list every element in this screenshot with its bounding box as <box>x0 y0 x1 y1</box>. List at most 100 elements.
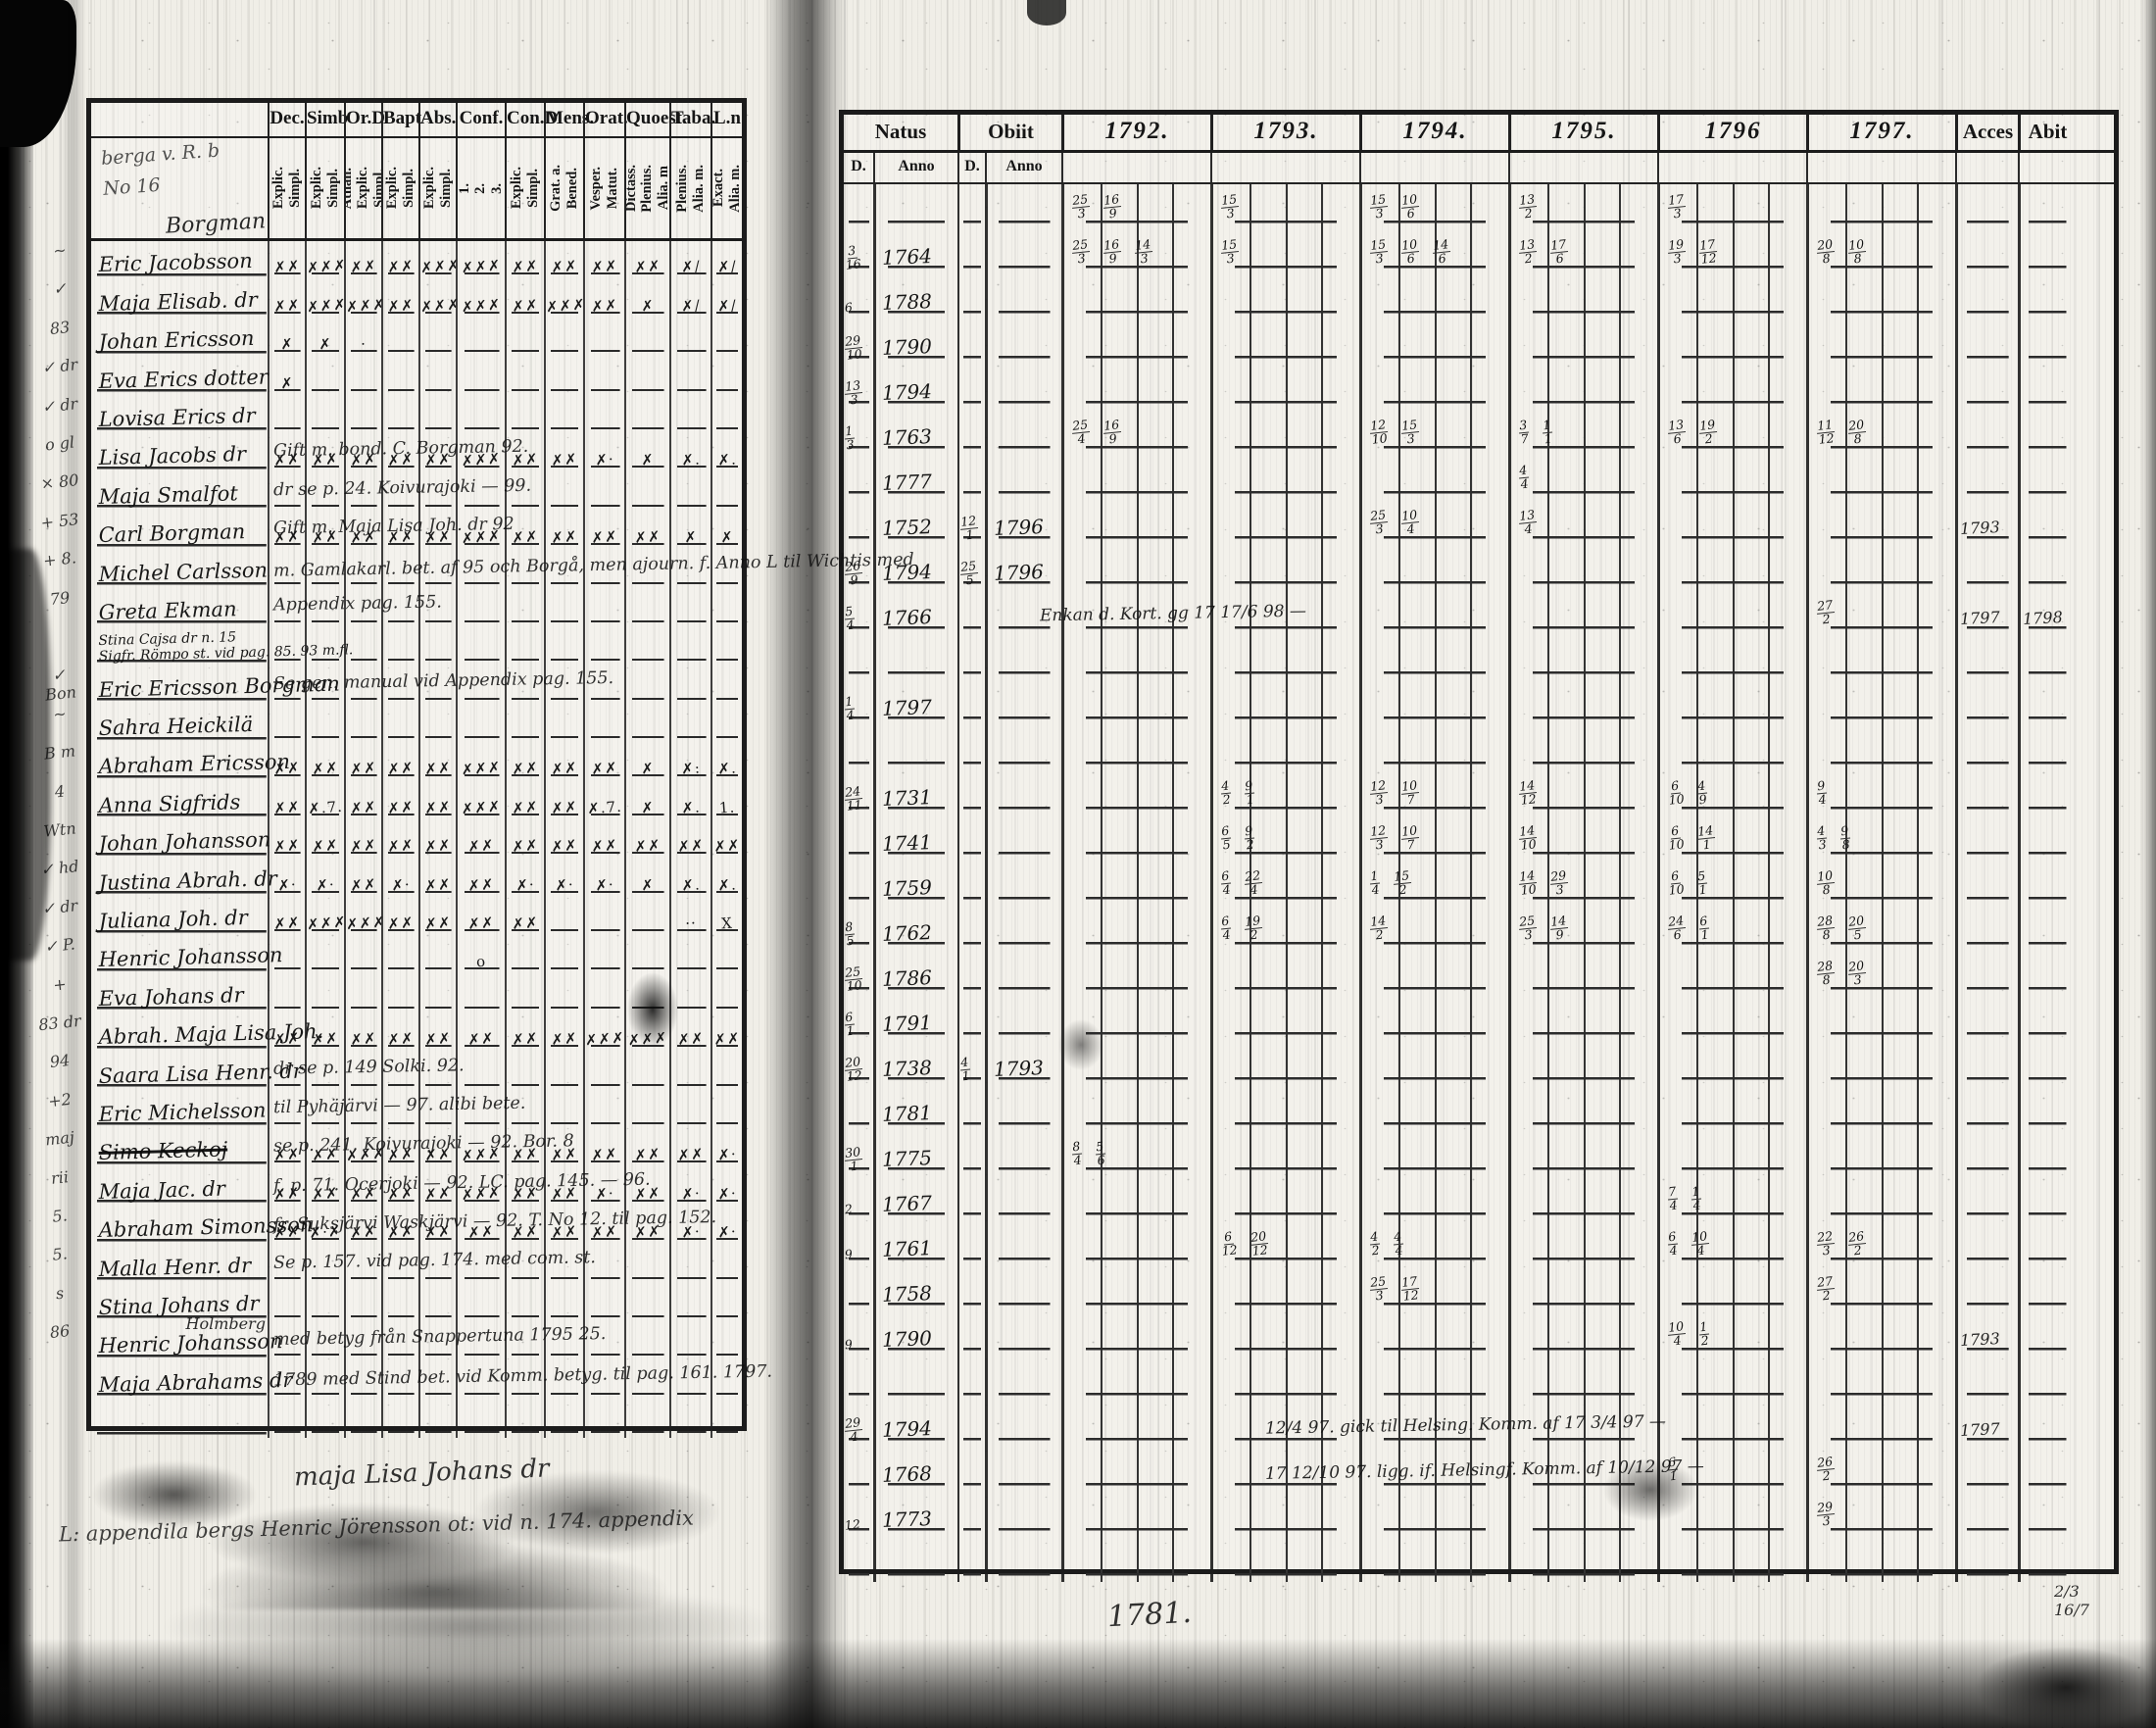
register-row: 25 10 1786 28 8 20 3 <box>843 951 2114 996</box>
attendance-marks: ✗✗ <box>550 836 579 857</box>
abit-cell <box>2018 996 2075 1041</box>
communion-dates <box>1660 1402 1806 1447</box>
attendance-cell <box>669 357 710 396</box>
obiit-day-fraction: 25 5 <box>958 558 980 587</box>
attendance-cell <box>544 626 583 667</box>
communion-year-cell <box>1359 1492 1508 1537</box>
attendance-cell: ✗✗ <box>505 279 544 319</box>
attendance-cell: ✗✗ <box>305 511 344 551</box>
communion-year-cell: 13 4 <box>1508 500 1657 545</box>
attendance-cell: ✗✗ <box>418 1128 456 1168</box>
communion-dates <box>1213 1492 1359 1537</box>
attendance-cell: ✗✗✗ <box>456 743 505 782</box>
communion-date: 27 2 <box>1815 1273 1837 1303</box>
attendance-cell <box>669 1321 710 1361</box>
natus-day-cell <box>844 861 873 906</box>
attendance-cell <box>344 550 381 589</box>
natus-day-cell: 12 <box>844 1492 873 1537</box>
natus-year-cell: 1752 <box>873 500 957 545</box>
communion-year-cell <box>1508 1086 1657 1131</box>
fraction-denominator: 8 <box>1821 250 1832 266</box>
attendance-cell: ✗✗ <box>505 781 544 820</box>
attendance-cell: ✗✗✗ <box>305 241 347 280</box>
abit-cell <box>2018 1131 2075 1176</box>
acces-cell <box>1955 1266 2018 1311</box>
communion-dates <box>1511 365 1657 410</box>
attendance-cell <box>624 666 669 705</box>
attendance-cell <box>381 1399 418 1439</box>
natus-year-cell: 1797 <box>873 680 957 725</box>
fraction-denominator: 3 <box>1139 250 1150 266</box>
fraction-denominator: 8 <box>1840 836 1851 852</box>
communion-date: 14 6 <box>1431 236 1452 266</box>
attendance-marks: ✗✗ <box>590 1145 619 1165</box>
communion-dates <box>1064 680 1210 725</box>
attendance-cell: ✗· <box>583 859 624 898</box>
attendance-cell <box>418 666 456 705</box>
fraction-denominator: 1 <box>960 1067 971 1083</box>
attendance-cell: ✗✗ <box>624 241 669 280</box>
attendance-marks: ✗✗ <box>386 257 416 277</box>
attendance-cell: ✗✗ <box>544 241 583 280</box>
abit-cell <box>2018 1402 2075 1447</box>
register-row: 6 1 1791 <box>843 996 2114 1041</box>
obiit-day-cell <box>957 951 985 996</box>
abit-cell <box>2018 1266 2075 1311</box>
attendance-marks: ✗. <box>680 450 702 469</box>
communion-year-cell <box>1359 274 1508 320</box>
fraction-denominator: 10 <box>845 976 863 994</box>
obiit-year-cell <box>985 1402 1061 1447</box>
attendance-cell: ✗/ <box>710 241 742 280</box>
communion-dates: 13 4 <box>1511 500 1657 545</box>
name-cell: Eric Jacobsson <box>91 241 268 280</box>
attendance-cell <box>268 472 305 512</box>
register-row <box>844 725 2114 770</box>
attendance-cell <box>710 357 742 396</box>
communion-date: 14 3 <box>1133 236 1154 266</box>
natus-year: 1763 <box>881 424 933 450</box>
obiit-year-cell <box>985 365 1061 410</box>
communion-date: 12 3 <box>1368 822 1390 852</box>
natus-year-cell: 1794 <box>873 365 957 410</box>
attendance-marks: ✗✗ <box>272 257 302 277</box>
communion-year-cell: 6 4 10 4 <box>1657 1221 1806 1266</box>
name-cell: Stina Johans dr <box>91 1283 268 1322</box>
communion-year-cell: 25 3 10 4 <box>1359 500 1508 545</box>
subheader-label: Plenius. <box>639 164 656 213</box>
register-row <box>91 1399 742 1439</box>
attendance-marks: ✗✗ <box>550 759 579 779</box>
communion-dates <box>1511 1131 1657 1176</box>
natus-year-cell: 1758 <box>873 1266 957 1311</box>
natus-day-fraction: 3 16 <box>844 243 861 272</box>
communion-dates: 15 3 10 6 <box>1362 184 1508 229</box>
communion-year-cell: 25 3 16 9 14 3 <box>1061 229 1210 274</box>
fraction-denominator: 1 <box>964 526 975 542</box>
fraction-denominator: 1 <box>849 1158 859 1173</box>
fraction-denominator: 2 <box>1397 881 1408 897</box>
natus-day: 3 16 <box>844 240 861 272</box>
attendance-cell <box>583 1283 624 1322</box>
obiit-day-cell <box>957 455 985 500</box>
attendance-cell <box>305 666 344 705</box>
attendance-cell <box>583 1090 624 1129</box>
communion-dates <box>1362 996 1508 1041</box>
communion-year-cell <box>1061 545 1210 590</box>
name-cell: Johan Johansson <box>91 819 271 860</box>
communion-dates <box>1660 590 1806 635</box>
attendance-cell <box>305 626 344 667</box>
natus-year: 1794 <box>881 1416 933 1442</box>
communion-year-cell: 14 10 <box>1508 815 1657 861</box>
communion-year-cell <box>1210 1492 1359 1537</box>
attendance-marks: ✗✗ <box>550 257 579 277</box>
communion-year-cell <box>1657 951 1806 996</box>
header-scribble: a glia d Nsf berga v. R. b No 16 <box>98 138 220 200</box>
attendance-cell <box>710 626 742 667</box>
column-header-ord: Or.D <box>344 103 385 136</box>
attendance-cell <box>544 1090 583 1129</box>
attendance-cell: ✗/ <box>669 279 710 319</box>
communion-dates <box>1809 1176 1955 1221</box>
natus-day-cell: 24 11 <box>843 770 873 815</box>
